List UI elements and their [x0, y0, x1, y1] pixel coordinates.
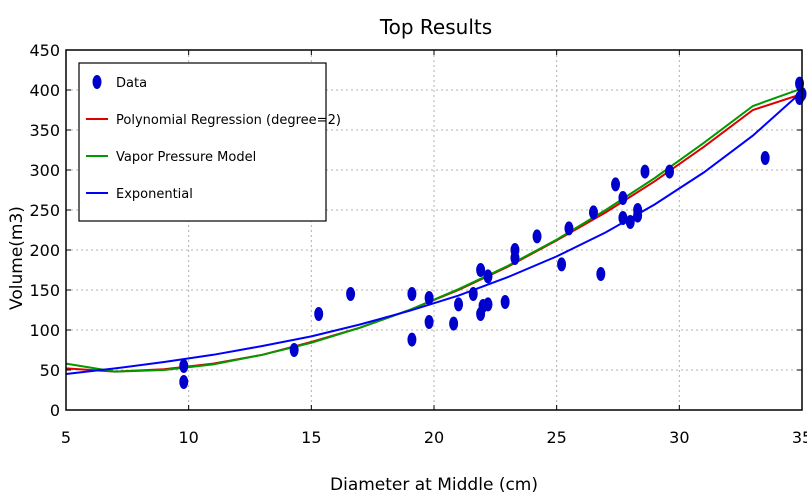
y-tick-label: 150	[29, 281, 60, 300]
data-point	[625, 215, 635, 229]
data-point	[596, 267, 606, 281]
y-tick-label: 450	[29, 41, 60, 60]
x-tick-label: 5	[61, 428, 71, 447]
x-axis-label: Diameter at Middle (cm)	[330, 475, 538, 495]
series-line-vapor-pressure-model	[65, 87, 803, 373]
data-points	[179, 76, 807, 389]
legend: Data Polynomial Regression (degree=2) Vapo…	[78, 62, 341, 222]
data-point	[665, 164, 675, 179]
data-point	[500, 295, 510, 309]
data-point	[314, 307, 324, 321]
x-tick-label: 35	[792, 428, 807, 447]
legend-label: Vapor Pressure Model	[116, 150, 256, 165]
data-point	[611, 177, 621, 192]
data-point	[424, 315, 434, 329]
x-tick-label: 10	[178, 428, 198, 447]
data-point	[633, 208, 643, 223]
data-point	[289, 343, 299, 357]
legend-label: Exponential	[116, 187, 193, 202]
data-point	[618, 191, 628, 205]
data-point	[618, 211, 628, 225]
data-point	[346, 287, 356, 301]
y-tick-label: 300	[29, 161, 60, 180]
data-point	[532, 229, 542, 244]
data-point	[564, 221, 574, 236]
data-point	[179, 359, 189, 373]
y-tick-label: 400	[29, 81, 60, 100]
data-point	[557, 257, 567, 272]
data-point	[179, 375, 189, 389]
x-tick-label: 25	[546, 428, 566, 447]
y-axis-label: Volume(m3)	[7, 206, 27, 310]
y-tick-label: 100	[29, 321, 60, 340]
data-point	[407, 332, 417, 347]
data-point	[476, 263, 486, 277]
data-point	[468, 287, 478, 301]
x-tick-label: 20	[424, 428, 444, 447]
series-lines	[65, 87, 803, 375]
y-tick-label: 250	[29, 201, 60, 220]
axis-ticks: 5101520253035050100150200250300350400450	[29, 41, 807, 447]
x-tick-label: 15	[301, 428, 321, 447]
data-point	[424, 291, 434, 305]
legend-label: Polynomial Regression (degree=2)	[116, 113, 341, 128]
data-point	[483, 297, 493, 312]
data-point	[483, 269, 493, 284]
chart-title: Top Results	[379, 15, 492, 39]
y-tick-label: 0	[50, 401, 60, 420]
data-point	[760, 151, 770, 165]
x-tick-label: 30	[669, 428, 689, 447]
y-tick-label: 200	[29, 241, 60, 260]
legend-box	[78, 62, 327, 222]
legend-label: Data	[116, 76, 147, 91]
data-point	[510, 243, 520, 257]
y-tick-label: 350	[29, 121, 60, 140]
series-line-exponential	[65, 90, 803, 375]
data-point	[449, 316, 459, 331]
data-point	[454, 297, 464, 312]
data-point	[407, 287, 417, 301]
legend-marker-swatch	[92, 75, 102, 89]
data-point	[640, 164, 650, 179]
data-point	[588, 205, 598, 220]
y-tick-label: 50	[40, 361, 60, 380]
